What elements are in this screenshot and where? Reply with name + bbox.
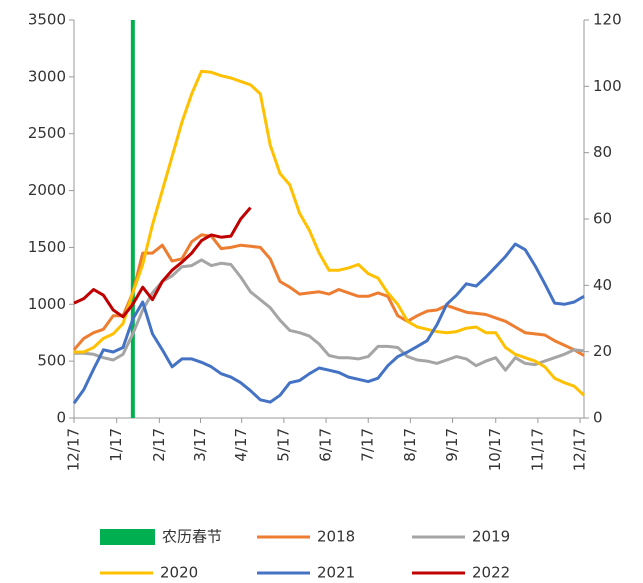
legend-label: 2022 [472,564,510,582]
y-tick-label: 2500 [28,124,66,142]
series-line [72,242,585,405]
y2-tick-label: 0 [593,409,603,427]
y-tick-label: 1000 [28,295,66,313]
x-tick-label: 12/17 [65,428,83,471]
x-tick-label: 1/17 [107,428,125,462]
y-tick-label: 3000 [28,67,66,85]
y-tick-label: 2000 [28,181,66,199]
y-tick-label: 3500 [28,11,66,29]
x-tick-label: 10/17 [486,428,504,471]
legend-label: 2020 [160,564,198,582]
legend-label: 2021 [317,564,355,582]
y-tick-label: 1500 [28,238,66,256]
x-tick-label: 12/17 [571,428,589,471]
series-line [73,206,252,319]
series-line [72,233,585,357]
x-tick-label: 5/17 [274,428,292,462]
y2-tick-label: 120 [593,11,622,29]
x-tick-label: 6/17 [317,428,335,462]
legend-label: 2019 [472,528,510,546]
x-tick-label: 9/17 [443,428,461,462]
x-tick-label: 8/17 [401,428,419,462]
x-tick-label: 7/17 [359,428,377,462]
x-tick-label: 4/17 [232,428,250,462]
y-tick-label: 500 [37,352,66,370]
legend-label: 2018 [317,528,355,546]
y2-tick-label: 20 [593,342,612,360]
y2-tick-label: 60 [593,210,612,228]
legend-label: 农历春节 [162,528,222,546]
y2-tick-label: 80 [593,143,612,161]
y2-tick-label: 100 [593,77,622,95]
legend-swatch [100,529,155,545]
x-tick-label: 2/17 [150,428,168,462]
series-line [74,69,586,397]
y-tick-label: 0 [56,409,66,427]
x-tick-label: 11/17 [528,428,546,471]
y2-tick-label: 40 [593,276,612,294]
series-line [74,258,585,372]
x-tick-label: 3/17 [191,428,209,462]
